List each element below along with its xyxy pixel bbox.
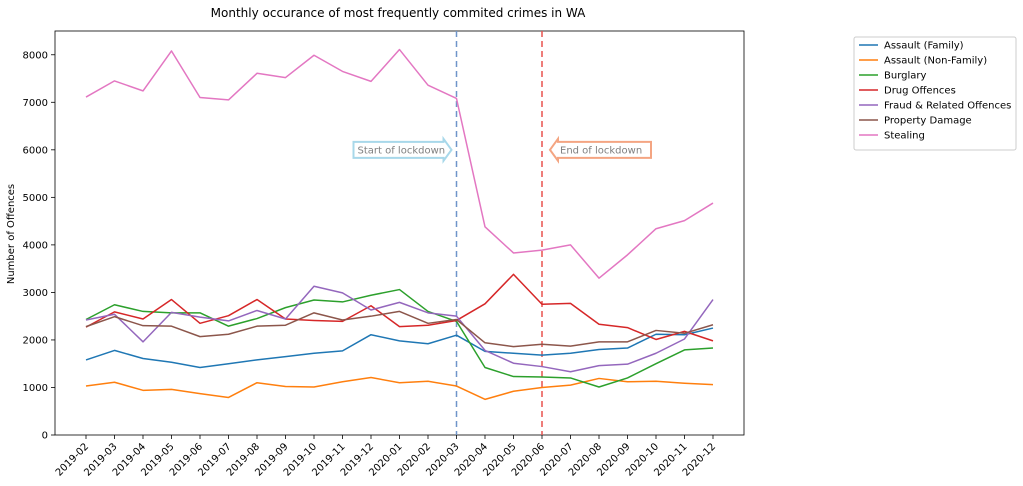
legend-frame <box>853 36 1017 151</box>
plot-frame <box>54 30 745 436</box>
legend-entry: Assault (Family) <box>884 41 964 52</box>
series-line-fraud-related-offences <box>85 285 714 373</box>
y-axis-label: Number of Offences <box>6 184 17 284</box>
annotation-label: Start of lockdown <box>358 145 446 156</box>
series-line-stealing <box>85 48 714 279</box>
y-tick-label: 3000 <box>23 288 48 299</box>
legend-entry: Drug Offences <box>884 86 956 97</box>
series-line-assault-family- <box>85 327 714 369</box>
annotation-arrow <box>352 135 453 164</box>
legend-entry: Property Damage <box>884 116 972 127</box>
y-tick-label: 6000 <box>23 145 48 156</box>
annotation-label: End of lockdown <box>560 145 642 156</box>
legend-entry: Fraud & Related Offences <box>884 101 1011 112</box>
y-tick-label: 2000 <box>23 335 48 346</box>
series-line-drug-offences <box>85 273 714 342</box>
series-line-assault-non-family- <box>85 376 714 401</box>
y-tick-label: 5000 <box>23 193 48 204</box>
chart-title: Monthly occurance of most frequently com… <box>211 6 586 20</box>
plot-area: 0100020003000400050006000700080002019-02… <box>23 30 745 479</box>
y-tick-label: 7000 <box>23 98 48 109</box>
y-tick-label: 4000 <box>23 240 48 251</box>
y-tick-label: 8000 <box>23 50 48 61</box>
legend-entry: Stealing <box>884 131 925 142</box>
y-tick-label: 1000 <box>23 383 48 394</box>
legend-entry: Burglary <box>884 71 926 82</box>
series-line-property-damage <box>85 310 714 348</box>
legend-entry: Assault (Non-Family) <box>884 56 987 67</box>
annotation-arrow <box>548 135 652 164</box>
series-line-burglary <box>85 288 714 388</box>
legend: Assault (Family) Assault (Non-Family) Burg… <box>853 36 1017 151</box>
y-tick-label: 0 <box>42 431 48 442</box>
